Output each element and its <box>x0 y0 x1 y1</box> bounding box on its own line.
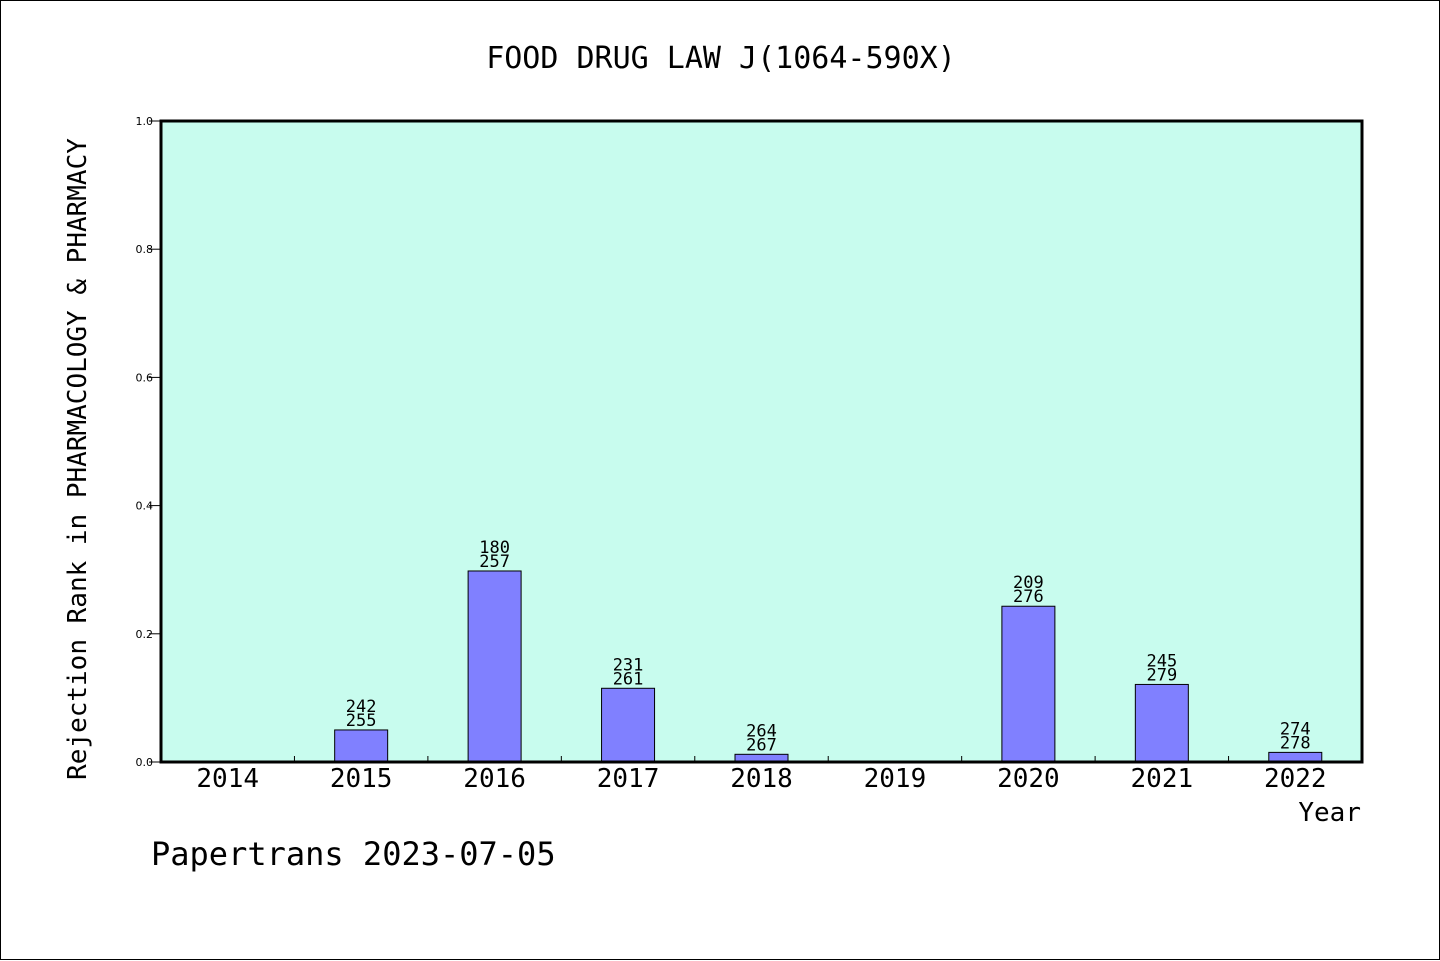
bar-label-top: 242 <box>346 697 377 717</box>
footer-credit: Papertrans 2023-07-05 <box>151 835 556 873</box>
bar-2020 <box>1001 605 1056 763</box>
y-axis: 0.0 0.2 0.4 0.6 0.8 1.0 <box>136 115 161 769</box>
x-tick-label: 2016 <box>463 764 526 794</box>
x-tick-label: 2015 <box>330 764 393 794</box>
x-axis-label: Year <box>1298 798 1361 828</box>
x-tick-label: 2018 <box>730 764 793 794</box>
bar-label-bottom: 261 <box>613 669 644 689</box>
y-tick-label: 0.0 <box>136 756 154 769</box>
bar-label-bottom: 276 <box>1013 587 1044 607</box>
bar-label-top: 274 <box>1280 719 1311 739</box>
bar-label-top: 231 <box>613 655 644 675</box>
y-tick-label: 1.0 <box>136 115 154 128</box>
y-tick-label: 0.6 <box>136 371 154 384</box>
bar-label-top: 180 <box>479 538 510 558</box>
chart-title: FOOD DRUG LAW J(1064-590X) <box>486 41 956 76</box>
bar-label-top: 245 <box>1146 651 1177 671</box>
y-tick-label: 0.8 <box>136 243 154 256</box>
x-tick-label: 2020 <box>997 764 1060 794</box>
y-tick-label: 0.2 <box>136 628 154 641</box>
x-tick-label: 2017 <box>597 764 660 794</box>
bar-label-bottom: 255 <box>346 711 377 731</box>
x-tick-label: 2019 <box>864 764 927 794</box>
bar-2016 <box>467 570 522 763</box>
bar-2015 <box>334 729 389 763</box>
bar-label-bottom: 257 <box>479 552 510 572</box>
y-tick-label: 0.4 <box>136 500 154 513</box>
bar-label-top: 264 <box>746 721 777 741</box>
bar-label-bottom: 267 <box>746 735 777 755</box>
bar-series <box>334 570 1323 763</box>
x-tick-label: 2021 <box>1131 764 1194 794</box>
bar-2017 <box>601 687 656 763</box>
x-tick-label: 2022 <box>1264 764 1327 794</box>
bar-label-bottom: 278 <box>1280 733 1311 753</box>
plot-area <box>159 119 1364 764</box>
x-axis: 2014 2015 2016 2017 2018 2019 2020 2021 2022 <box>196 756 1327 794</box>
bar-2021 <box>1134 683 1189 763</box>
plot-border <box>159 119 1364 764</box>
bar-label-bottom: 279 <box>1146 665 1177 685</box>
x-tick-label: 2014 <box>196 764 259 794</box>
bar-label-top: 209 <box>1013 573 1044 593</box>
y-axis-label: Rejection Rank in PHARMACOLOGY & PHARMAC… <box>63 138 93 780</box>
